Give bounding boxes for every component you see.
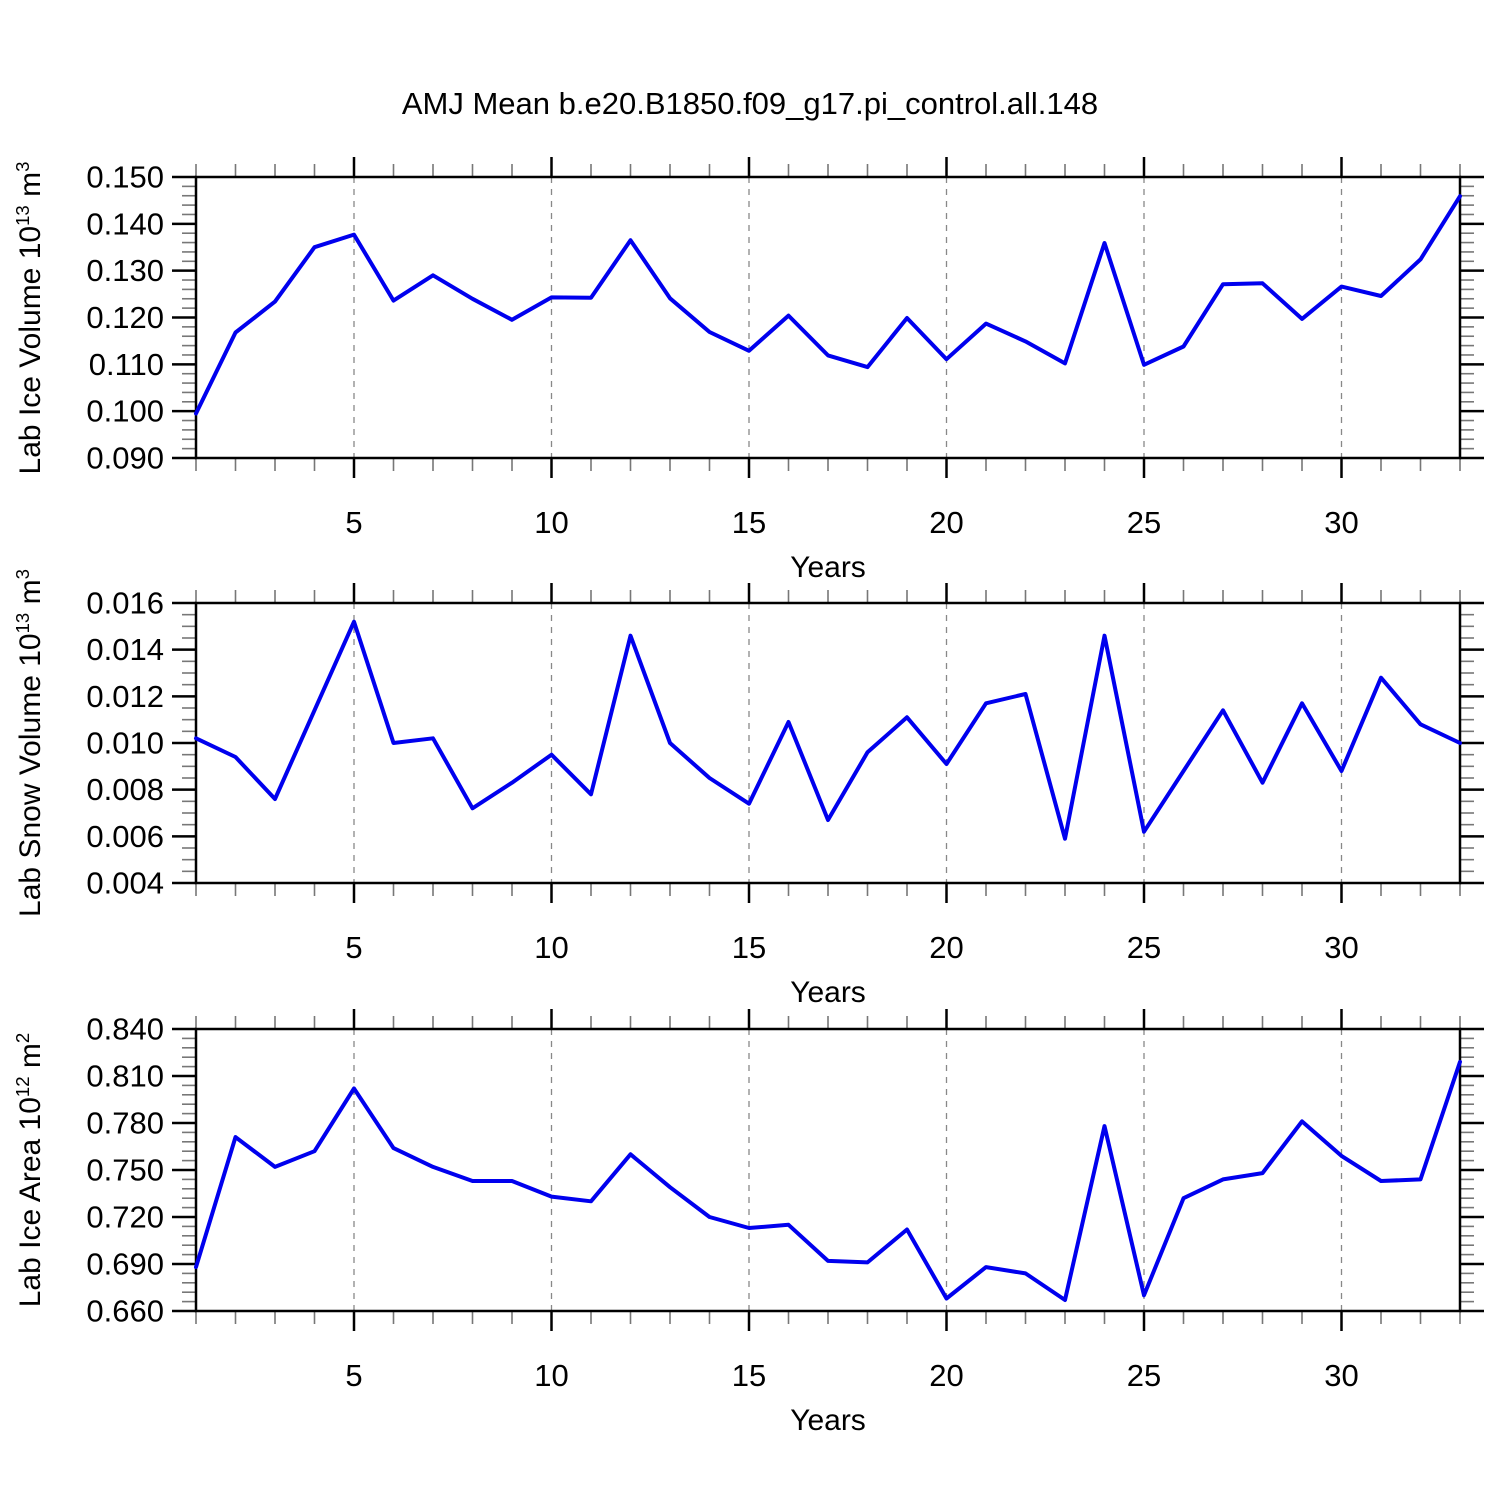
figure-title: AMJ Mean b.e20.B1850.f09_g17.pi_control.… <box>401 86 1099 121</box>
y-tick-label: 0.690 <box>86 1247 164 1282</box>
x-tick-label: 25 <box>1127 930 1161 965</box>
plot-frame <box>194 1027 1462 1313</box>
x-tick-label: 10 <box>534 1358 568 1393</box>
y-axis-label-text: Lab Ice Area 10 <box>14 1097 47 1308</box>
y-axis-label-text: m <box>14 171 47 205</box>
y-tick-label: 0.090 <box>86 441 164 476</box>
y-axis-label-text: m <box>14 1043 47 1077</box>
y-axis-label-snow-volume: Lab Snow Volume 1013 m3 <box>12 533 52 953</box>
y-tick-label: 0.100 <box>86 394 164 429</box>
x-tick-label: 5 <box>345 505 362 540</box>
y-tick-label: 0.014 <box>86 632 164 667</box>
x-tick-label: 20 <box>929 1358 963 1393</box>
y-axis-label-superscript: 13 <box>12 612 33 634</box>
plot-frame <box>194 175 1462 460</box>
x-tick-label: 5 <box>345 930 362 965</box>
y-axis-label-text: Lab Ice Volume 10 <box>14 225 47 474</box>
x-tick-label: 25 <box>1127 505 1161 540</box>
y-axis-label-ice-area: Lab Ice Area 1012 m2 <box>12 960 52 1380</box>
y-tick-label: 0.120 <box>86 300 164 335</box>
x-axis-label-years-bottom: Years <box>790 1404 866 1437</box>
y-tick-label: 0.780 <box>86 1106 164 1141</box>
data-line <box>194 619 1462 841</box>
x-tick-label: 15 <box>732 1358 766 1393</box>
y-axis-label-superscript: 3 <box>12 161 33 172</box>
y-axis-label-superscript: 3 <box>12 569 33 580</box>
x-axis-label-years-top: Years <box>790 551 866 584</box>
y-tick-label: 0.008 <box>86 772 164 807</box>
panel-3: 0.660 0.690 0.720 0.750 0.780 0.810 0.840 5 10 15… <box>86 1009 1484 1393</box>
data-line <box>194 1059 1462 1302</box>
plot-frame <box>194 601 1462 885</box>
x-axis-label-years-middle: Years <box>790 976 866 1009</box>
y-axis-label-text: Lab Snow Volume 10 <box>14 633 47 917</box>
y-tick-label: 0.004 <box>86 866 164 901</box>
y-tick-label: 0.660 <box>86 1294 164 1329</box>
y-tick-label: 0.140 <box>86 206 164 241</box>
y-tick-label: 0.110 <box>89 347 164 382</box>
y-tick-label: 0.750 <box>86 1153 164 1188</box>
x-tick-label: 15 <box>732 930 766 965</box>
x-tick-label: 30 <box>1324 505 1358 540</box>
y-tick-label: 0.012 <box>86 679 164 714</box>
x-tick-label: 30 <box>1324 1358 1358 1393</box>
x-tick-label: 20 <box>929 505 963 540</box>
panel-2: 0.004 0.006 0.008 0.010 0.012 0.014 0.016 5 10 15… <box>86 583 1484 965</box>
x-tick-label: 30 <box>1324 930 1358 965</box>
y-axis-label-superscript: 13 <box>12 204 33 226</box>
y-tick-label: 0.006 <box>86 819 164 854</box>
x-tick-label: 5 <box>345 1358 362 1393</box>
y-tick-label: 0.840 <box>86 1012 164 1047</box>
data-line <box>194 194 1462 416</box>
x-tick-label: 10 <box>534 505 568 540</box>
y-axis-label-ice-volume: Lab Ice Volume 1013 m3 <box>12 108 52 528</box>
panel-1: 0.090 0.100 0.110 0.120 0.130 0.140 0.150 5 10 15… <box>86 157 1484 540</box>
y-tick-label: 0.150 <box>86 160 164 195</box>
x-tick-label: 15 <box>732 505 766 540</box>
y-tick-label: 0.720 <box>86 1200 164 1235</box>
y-tick-label: 0.810 <box>86 1059 164 1094</box>
x-tick-label: 10 <box>534 930 568 965</box>
y-axis-label-text: m <box>14 579 47 613</box>
y-axis-label-superscript: 2 <box>12 1032 33 1044</box>
x-tick-label: 20 <box>929 930 963 965</box>
y-axis-label-superscript: 12 <box>12 1076 33 1098</box>
y-tick-label: 0.016 <box>86 586 164 621</box>
y-tick-label: 0.010 <box>86 726 164 761</box>
x-tick-label: 25 <box>1127 1358 1161 1393</box>
y-tick-label: 0.130 <box>86 253 164 288</box>
